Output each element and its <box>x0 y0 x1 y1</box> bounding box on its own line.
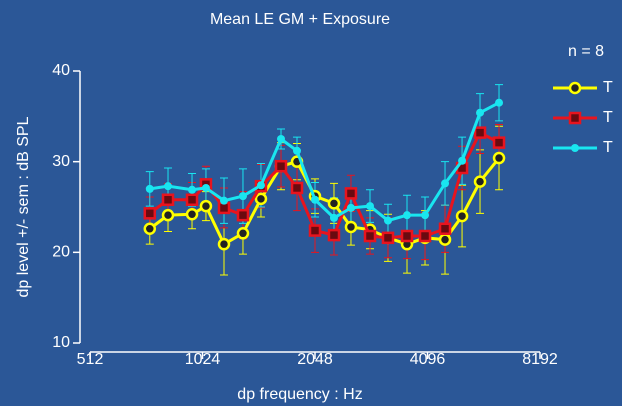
x-tick-label: 4096 <box>410 351 446 368</box>
x-tick-label: 2048 <box>297 351 333 368</box>
data-point <box>492 151 506 165</box>
data-point <box>381 231 395 245</box>
legend-label: T <box>603 109 613 126</box>
data-point <box>438 222 452 236</box>
x-axis-label: dp frequency : Hz <box>237 386 362 403</box>
data-point <box>329 213 338 222</box>
data-point <box>236 208 250 222</box>
data-point <box>217 237 231 251</box>
data-point <box>256 181 265 190</box>
data-point <box>403 211 412 220</box>
data-point <box>476 108 485 117</box>
data-point <box>327 197 341 210</box>
data-point <box>145 184 154 193</box>
legend-marker <box>568 111 582 125</box>
data-point <box>161 193 175 206</box>
data-point <box>188 185 197 194</box>
data-point <box>201 183 210 192</box>
data-point <box>492 136 506 149</box>
data-point <box>311 195 319 204</box>
data-point <box>290 181 304 195</box>
data-point <box>219 196 228 205</box>
data-point <box>363 229 377 243</box>
y-tick-label: 30 <box>52 153 70 170</box>
y-tick-label: 10 <box>52 334 70 351</box>
data-point <box>438 233 452 246</box>
x-tick-label: 8192 <box>522 351 558 368</box>
data-point <box>400 229 414 243</box>
data-point <box>254 192 268 206</box>
legend-marker <box>571 144 579 152</box>
legend-label: T <box>603 139 613 156</box>
legend-label: T <box>603 79 613 96</box>
data-point <box>344 220 358 234</box>
data-point <box>421 211 430 220</box>
data-point <box>274 159 288 173</box>
data-point <box>473 126 487 139</box>
chart-title: Mean LE GM + Exposure <box>210 11 390 28</box>
data-point <box>238 192 247 201</box>
data-point <box>327 228 341 242</box>
data-point <box>455 209 469 223</box>
data-point <box>495 98 504 107</box>
data-point <box>365 202 374 211</box>
data-point <box>277 135 286 143</box>
data-point <box>164 182 173 191</box>
y-tick-label: 20 <box>52 244 70 261</box>
data-point <box>143 222 157 236</box>
x-tick-label: 512 <box>77 351 104 368</box>
data-point <box>308 224 322 237</box>
data-point <box>346 203 355 212</box>
data-point <box>383 216 392 225</box>
data-point <box>441 179 450 188</box>
x-tick-label: 1024 <box>185 351 221 368</box>
data-point <box>199 199 213 213</box>
data-point <box>473 175 487 188</box>
data-point <box>458 156 467 165</box>
y-axis-label: dp level +/- sem : dB SPL <box>15 116 32 297</box>
data-point <box>185 208 199 221</box>
data-point <box>292 146 301 155</box>
data-point <box>418 229 432 243</box>
data-point <box>143 207 157 220</box>
data-point <box>344 187 358 200</box>
legend-marker <box>568 81 582 95</box>
y-tick-label: 40 <box>52 62 70 79</box>
annotation: n = 8 <box>568 43 604 60</box>
data-point <box>236 227 250 240</box>
data-point <box>185 193 199 206</box>
data-point <box>161 208 175 222</box>
